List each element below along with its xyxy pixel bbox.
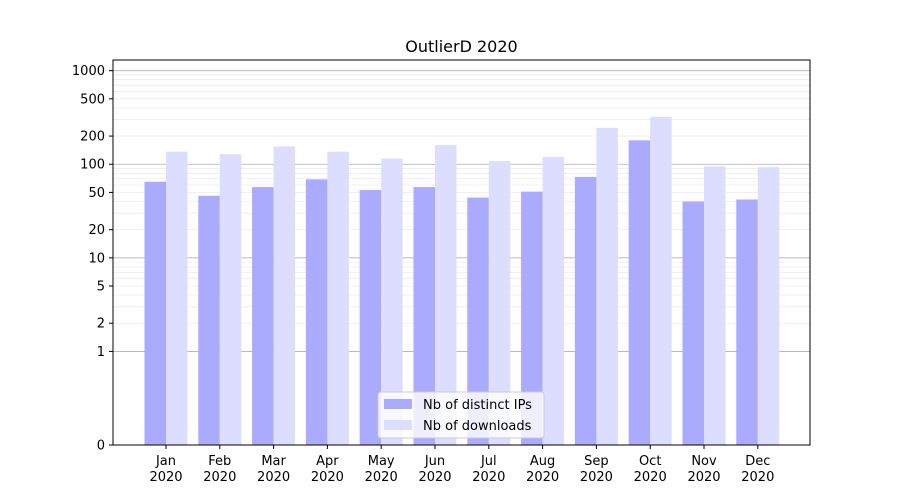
y-tick-label: 20 [88, 223, 105, 238]
bar-distinct-ips [144, 181, 166, 446]
y-tick-label: 1000 [72, 64, 105, 79]
bar-distinct-ips [467, 197, 489, 445]
bar-downloads [273, 146, 296, 446]
legend-label: Nb of distinct IPs [423, 398, 532, 413]
legend-swatch [384, 420, 412, 430]
bar-downloads [488, 161, 511, 445]
x-tick-label: May 2020 [365, 454, 398, 485]
x-tick-label: Jun 2020 [418, 454, 451, 485]
bar-distinct-ips [198, 195, 220, 445]
y-tick-label: 10 [88, 251, 105, 266]
y-tick-label: 100 [80, 158, 105, 173]
bar-downloads [542, 156, 565, 446]
x-tick-label: Sep 2020 [580, 454, 613, 485]
y-tick-label: 5 [97, 280, 105, 295]
y-tick-label: 2 [97, 317, 105, 332]
bar-downloads [596, 127, 618, 445]
bar-distinct-ips [682, 201, 704, 445]
bar-distinct-ips [252, 187, 274, 445]
bar-distinct-ips [736, 199, 758, 445]
bar-distinct-ips [628, 140, 651, 445]
x-tick-label: Apr 2020 [311, 454, 344, 485]
legend-swatch [384, 399, 412, 409]
legend-label: Nb of downloads [423, 419, 532, 434]
bar-downloads [650, 116, 672, 446]
bar-distinct-ips [521, 191, 543, 445]
x-tick-label: Nov 2020 [687, 454, 720, 485]
legend-box [377, 391, 545, 439]
bar-distinct-ips [359, 190, 382, 445]
x-tick-label: Mar 2020 [257, 454, 290, 485]
bar-distinct-ips [574, 177, 597, 446]
bar-downloads [166, 151, 188, 445]
bar-downloads [757, 167, 780, 446]
x-tick-label: Jul 2020 [472, 454, 505, 485]
bar-distinct-ips [413, 187, 435, 445]
x-tick-label: Aug 2020 [526, 454, 559, 485]
bars-layer [144, 116, 780, 446]
bar-downloads [327, 151, 349, 445]
bar-distinct-ips [305, 179, 328, 445]
bar-downloads [435, 145, 457, 445]
bar-downloads [381, 158, 403, 445]
y-tick-label: 1 [97, 345, 105, 360]
legend: Nb of distinct IPs Nb of downloads [377, 391, 545, 439]
y-tick-label: 0 [97, 439, 105, 454]
y-axis: 0 1 2 5 10 20 50 100 200 500 1000 [72, 64, 113, 454]
x-tick-label: Feb 2020 [203, 454, 236, 485]
bar-downloads [219, 154, 242, 446]
x-tick-label: Oct 2020 [634, 454, 667, 485]
chart-title: OutlierD 2020 [405, 37, 517, 56]
plot-frame [112, 59, 811, 446]
x-tick-label: Dec 2020 [741, 454, 774, 485]
y-tick-label: 200 [80, 130, 105, 145]
x-tick-label: Jan 2020 [149, 454, 182, 485]
x-axis: Jan 2020 Feb 2020 Mar 2020 Apr 2020 May 2020 Jun 20… [149, 445, 774, 485]
bar-downloads [704, 166, 726, 445]
y-tick-label: 500 [80, 92, 105, 107]
y-tick-label: 50 [88, 186, 105, 201]
